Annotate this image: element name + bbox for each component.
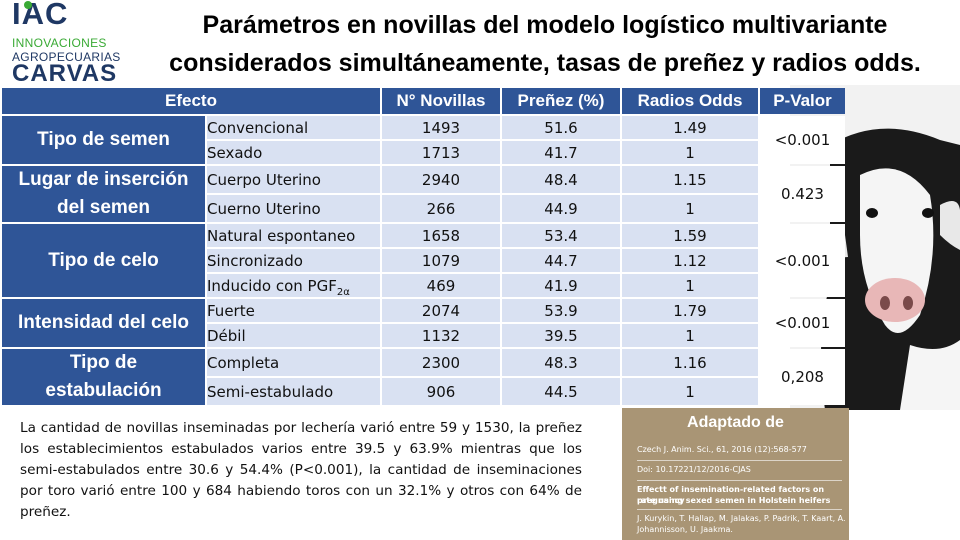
table-row: Sexado 1713 41.7 1 <box>2 141 845 164</box>
title-line-2: considerados simultáneamente, tasas de p… <box>169 49 921 77</box>
cell-or: 1.16 <box>622 349 758 376</box>
group-p-value: <0.001 <box>760 116 845 164</box>
cell-or: 1.12 <box>622 249 758 272</box>
table-row: Cuerno Uterino 266 44.9 1 <box>2 195 845 222</box>
table-row: Sincronizado 1079 44.7 1.12 <box>2 249 845 272</box>
cell-n: 2300 <box>382 349 500 376</box>
reference-separator <box>637 460 842 461</box>
page-title: Parámetros en novillas del modelo logíst… <box>135 6 955 82</box>
table-row: Semi-estabulado 906 44.5 1 <box>2 378 845 405</box>
cell-n: 469 <box>382 274 500 297</box>
group-label-line-1: Tipo de <box>69 352 138 373</box>
row-label: Sexado <box>207 141 380 164</box>
header-prenez: Preñez (%) <box>502 88 620 114</box>
group-p-value: 0,208 <box>760 349 845 405</box>
cell-or: 1.15 <box>622 166 758 193</box>
table-row: Tipo de semen Convencional 1493 51.6 1.4… <box>2 116 845 164</box>
row-label: Sincronizado <box>207 249 380 272</box>
data-table: Efecto N° Novillas Preñez (%) Radios Odd… <box>0 86 847 407</box>
cell-or: 1.59 <box>622 224 758 247</box>
group-label-line-2: del semen <box>57 197 150 218</box>
row-label: Cuerpo Uterino <box>207 166 380 193</box>
cell-or: 1 <box>622 378 758 405</box>
cell-pct: 41.7 <box>502 141 620 164</box>
reference-separator <box>637 509 842 510</box>
cell-n: 906 <box>382 378 500 405</box>
cell-pct: 48.3 <box>502 349 620 376</box>
cell-pct: 41.9 <box>502 274 620 297</box>
header-radios-odds: Radios Odds <box>622 88 758 114</box>
reference-authors-line-1: J. Kurykin, T. Hallap, M. Jalakas, P. Pa… <box>637 514 846 523</box>
row-label: Débil <box>207 324 380 347</box>
table-row: Débil 1132 39.5 1 <box>2 324 845 347</box>
reference-article-line-1: Effectt of insemination-related factors … <box>637 485 825 505</box>
logo-dot <box>24 1 32 9</box>
logo-innovaciones-text: INNOVACIONES <box>12 36 107 50</box>
reference-box: Adaptado de Czech J. Anim. Sci., 61, 201… <box>622 408 849 540</box>
cell-or: 1.79 <box>622 299 758 322</box>
cell-n: 1658 <box>382 224 500 247</box>
cell-n: 1493 <box>382 116 500 139</box>
cell-n: 266 <box>382 195 500 222</box>
table-row: Tipo de estabulación Completa 2300 48.3 … <box>2 349 845 405</box>
reference-separator <box>637 480 842 481</box>
header-efecto: Efecto <box>2 88 380 114</box>
cell-pct: 53.4 <box>502 224 620 247</box>
cell-or: 1.49 <box>622 116 758 139</box>
group-label-tipo-de-estabulacion: Tipo de estabulación <box>2 349 205 405</box>
cell-or: 1 <box>622 141 758 164</box>
group-label-intensidad-del-celo: Intensidad del celo <box>2 299 205 347</box>
iac-logo: IAC INNOVACIONES AGROPECUARIAS CARVAS <box>12 0 127 87</box>
cell-pct: 48.4 <box>502 166 620 193</box>
cell-or: 1 <box>622 274 758 297</box>
cell-or: 1 <box>622 195 758 222</box>
row-label: Cuerno Uterino <box>207 195 380 222</box>
table-row: Intensidad del celo Fuerte 2074 53.9 1.7… <box>2 299 845 347</box>
cell-pct: 44.5 <box>502 378 620 405</box>
note-paragraph: La cantidad de novillas inseminadas por … <box>20 420 582 520</box>
reference-article-line-2: rate using sexed semen in Holstein heife… <box>637 496 831 505</box>
cell-pct: 44.7 <box>502 249 620 272</box>
table-header-row: Efecto N° Novillas Preñez (%) Radios Odd… <box>2 88 845 114</box>
group-label-tipo-de-celo: Tipo de celo <box>2 224 205 297</box>
cell-n: 1079 <box>382 249 500 272</box>
group-p-value: <0.001 <box>760 224 845 297</box>
reference-journal: Czech J. Anim. Sci., 61, 2016 (12):568-5… <box>637 445 807 454</box>
table-row: Lugar de inserción del semen Cuerpo Uter… <box>2 166 845 222</box>
table-row: Inducido con PGF2α 469 41.9 1 <box>2 274 845 298</box>
logo-agropecuarias-text: AGROPECUARIAS <box>12 50 121 64</box>
row-label: Completa <box>207 349 380 376</box>
header-p-valor: P-Valor <box>760 88 845 114</box>
cell-pct: 44.9 <box>502 195 620 222</box>
cell-n: 2940 <box>382 166 500 193</box>
group-p-value: 0.423 <box>760 166 845 222</box>
group-label-lugar-de-insercion: Lugar de inserción del semen <box>2 166 205 222</box>
row-label: Inducido con PGF2α <box>207 274 380 298</box>
table-row: Tipo de celo Natural espontaneo 1658 53.… <box>2 224 845 297</box>
logo-iac-text: IAC <box>12 0 69 31</box>
cell-pct: 53.9 <box>502 299 620 322</box>
cell-pct: 51.6 <box>502 116 620 139</box>
group-label-line-2: estabulación <box>45 380 162 401</box>
cell-pct: 39.5 <box>502 324 620 347</box>
cell-or: 1 <box>622 324 758 347</box>
row-label: Natural espontaneo <box>207 224 380 247</box>
title-line-1: Parámetros en novillas del modelo logíst… <box>202 11 888 39</box>
cell-n: 1713 <box>382 141 500 164</box>
cell-n: 2074 <box>382 299 500 322</box>
row-label-text: Inducido con PGF <box>207 276 337 295</box>
logo-carvas-text: CARVAS <box>12 60 118 87</box>
row-label: Semi-estabulado <box>207 378 380 405</box>
row-label-subscript: 2α <box>336 286 350 298</box>
cell-n: 1132 <box>382 324 500 347</box>
reference-heading: Adaptado de <box>687 414 784 431</box>
reference-authors-line-2: Johannisson, U. Jaakma. <box>637 525 733 534</box>
group-label-line-1: Lugar de inserción <box>18 169 189 190</box>
group-label-tipo-de-semen: Tipo de semen <box>2 116 205 164</box>
row-label: Convencional <box>207 116 380 139</box>
group-p-value: <0.001 <box>760 299 845 347</box>
header-n-novillas: N° Novillas <box>382 88 500 114</box>
row-label: Fuerte <box>207 299 380 322</box>
reference-doi: Doi: 10.17221/12/2016-CJAS <box>637 465 751 474</box>
